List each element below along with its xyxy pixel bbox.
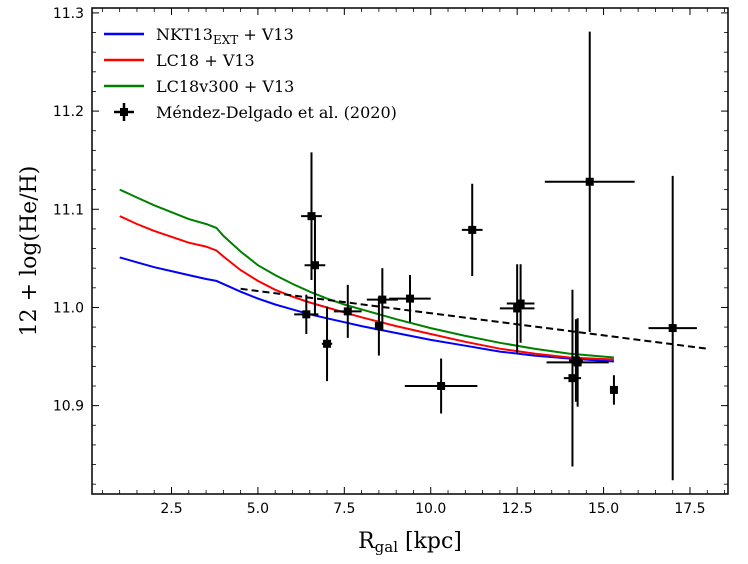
legend-label-suffix: + V13 xyxy=(238,25,294,44)
x-axis-label-subscript: gal xyxy=(375,538,399,556)
legend-label-suffix: + V13 xyxy=(199,51,255,70)
x-tick-label: 5.0 xyxy=(247,501,269,517)
legend-label-suffix: + V13 xyxy=(239,77,295,96)
data-point-14 xyxy=(569,319,583,402)
y-tick-label: 11.1 xyxy=(53,202,84,218)
y-axis-label: 12 + log(He/H) xyxy=(17,166,42,337)
data-point-10 xyxy=(499,264,535,353)
data-point-16 xyxy=(609,375,618,405)
series-line-1 xyxy=(119,215,614,361)
legend-label: LC18v300 + V13 xyxy=(156,77,294,96)
x-tick-label: 12.5 xyxy=(502,501,533,517)
x-tick-label: 7.5 xyxy=(333,501,355,517)
data-marker xyxy=(609,385,618,394)
x-tick-label: 17.5 xyxy=(674,501,705,517)
legend-marker xyxy=(120,108,128,116)
series-line-0 xyxy=(119,256,614,363)
data-marker xyxy=(406,294,414,303)
data-marker xyxy=(302,310,311,319)
data-point-9 xyxy=(461,183,483,277)
data-point-11 xyxy=(506,264,535,343)
legend-label-name: LC18 xyxy=(156,51,199,70)
data-point-5 xyxy=(374,296,383,356)
data-point-4 xyxy=(333,284,362,338)
fit-line xyxy=(240,287,708,350)
legend-entry-0: NKT13EXT + V13 xyxy=(104,25,294,47)
data-point-2 xyxy=(304,216,326,315)
data-marker xyxy=(343,307,352,316)
series-line-2 xyxy=(119,188,614,359)
legend-label: LC18 + V13 xyxy=(156,51,255,70)
x-axis-label: Rgal [kpc] xyxy=(358,529,462,556)
legend-entry-1: LC18 + V13 xyxy=(104,51,255,70)
data-marker xyxy=(516,299,525,308)
data-marker xyxy=(513,304,522,313)
legend-entry-2: LC18v300 + V13 xyxy=(104,77,294,96)
data-point-8 xyxy=(404,358,478,414)
legend-entry-observations: Méndez-Delgado et al. (2020) xyxy=(114,103,397,122)
y-tick-label: 11.2 xyxy=(53,104,84,120)
x-axis-label-unit: [kpc] xyxy=(398,529,462,554)
plot-frame xyxy=(91,7,729,495)
data-point-7 xyxy=(389,275,431,323)
data-marker xyxy=(310,261,319,270)
legend-label: NKT13EXT + V13 xyxy=(156,25,294,47)
data-point-1 xyxy=(301,152,322,280)
data-marker xyxy=(307,212,316,221)
data-marker xyxy=(378,295,387,304)
legend-label-name: LC18v300 xyxy=(156,77,239,96)
data-point-15 xyxy=(544,31,635,332)
y-tick-label: 11.0 xyxy=(53,300,84,316)
data-marker xyxy=(323,339,332,348)
data-point-3 xyxy=(321,306,333,382)
legend-label-subscript: EXT xyxy=(213,33,238,47)
y-tick-label: 11.3 xyxy=(53,6,84,22)
y-tick-label: 10.9 xyxy=(53,399,84,415)
x-axis-label-main: R xyxy=(358,529,376,554)
data-point-17 xyxy=(648,175,697,481)
data-marker xyxy=(568,374,577,383)
data-marker xyxy=(468,225,477,234)
data-marker xyxy=(585,177,594,186)
x-tick-label: 15.0 xyxy=(588,501,619,517)
legend-label: Méndez-Delgado et al. (2020) xyxy=(156,103,397,122)
data-marker xyxy=(571,356,580,365)
x-tick-label: 10.0 xyxy=(415,501,446,517)
data-marker xyxy=(374,322,383,331)
legend-label-name: NKT13 xyxy=(156,25,213,44)
data-marker xyxy=(668,324,677,333)
data-marker xyxy=(437,382,446,390)
x-tick-label: 2.5 xyxy=(160,501,182,517)
